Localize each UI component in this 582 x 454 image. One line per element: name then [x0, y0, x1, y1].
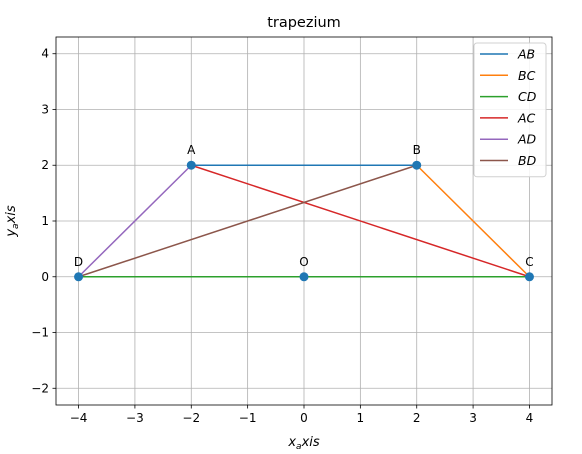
point-c [524, 272, 534, 282]
point-label-o: O [299, 255, 308, 269]
y-tick-label: 4 [41, 47, 49, 61]
y-axis-label-rest: xis [4, 205, 19, 224]
x-tick-label: 2 [413, 411, 421, 425]
x-tick-label: −1 [239, 411, 257, 425]
y-tick-label: −2 [31, 381, 49, 395]
y-tick-label: −1 [31, 326, 49, 340]
y-axis-label-sub: a [11, 223, 21, 229]
x-tick-label: 4 [526, 411, 534, 425]
point-label-d: D [74, 255, 83, 269]
point-b [412, 160, 422, 170]
point-d [74, 272, 84, 282]
legend-label-ad: AD [517, 132, 537, 147]
legend-label-bc: BC [518, 68, 536, 83]
y-tick-label: 2 [41, 158, 49, 172]
point-label-b: B [413, 143, 421, 157]
x-tick-label: −3 [126, 411, 144, 425]
x-tick-label: −4 [70, 411, 88, 425]
legend-label-ac: AC [517, 110, 536, 125]
x-tick-label: 0 [300, 411, 308, 425]
y-tick-label: 3 [41, 102, 49, 116]
point-o [299, 272, 309, 282]
grid [56, 37, 552, 405]
x-axis-label-main: x [287, 435, 296, 450]
x-tick-label: −2 [182, 411, 200, 425]
series-line-bd [78, 164, 417, 278]
x-tick-label: 1 [357, 411, 365, 425]
legend-box [473, 42, 547, 178]
series-line-ad [78, 164, 192, 278]
x-tick-label: 3 [469, 411, 477, 425]
x-axis-label: xaxis [287, 435, 320, 452]
x-axis-label-sub: a [296, 442, 302, 452]
point-label-c: C [525, 255, 533, 269]
axis-ticks: −4 −3 −2 −1 0 1 2 3 4 −2 −1 0 1 2 3 4 [31, 47, 533, 425]
y-axis-label: yaxis [4, 205, 21, 238]
series-line-bc [416, 164, 530, 278]
legend-label-bd: BD [518, 153, 537, 168]
y-tick-label: 0 [41, 270, 49, 284]
point-label-a: A [187, 143, 196, 157]
legend: AB BC CD AC AD BD [473, 42, 547, 178]
y-axis-label-main: y [4, 229, 19, 238]
data-points: A B C D O [74, 143, 534, 282]
series-line-ac [191, 164, 530, 278]
legend-label-ab: AB [517, 47, 535, 62]
legend-label-cd: CD [518, 89, 537, 104]
y-tick-label: 1 [41, 214, 49, 228]
point-a [186, 160, 196, 170]
x-axis-label-rest: xis [301, 435, 320, 450]
chart-title: trapezium [267, 15, 341, 31]
